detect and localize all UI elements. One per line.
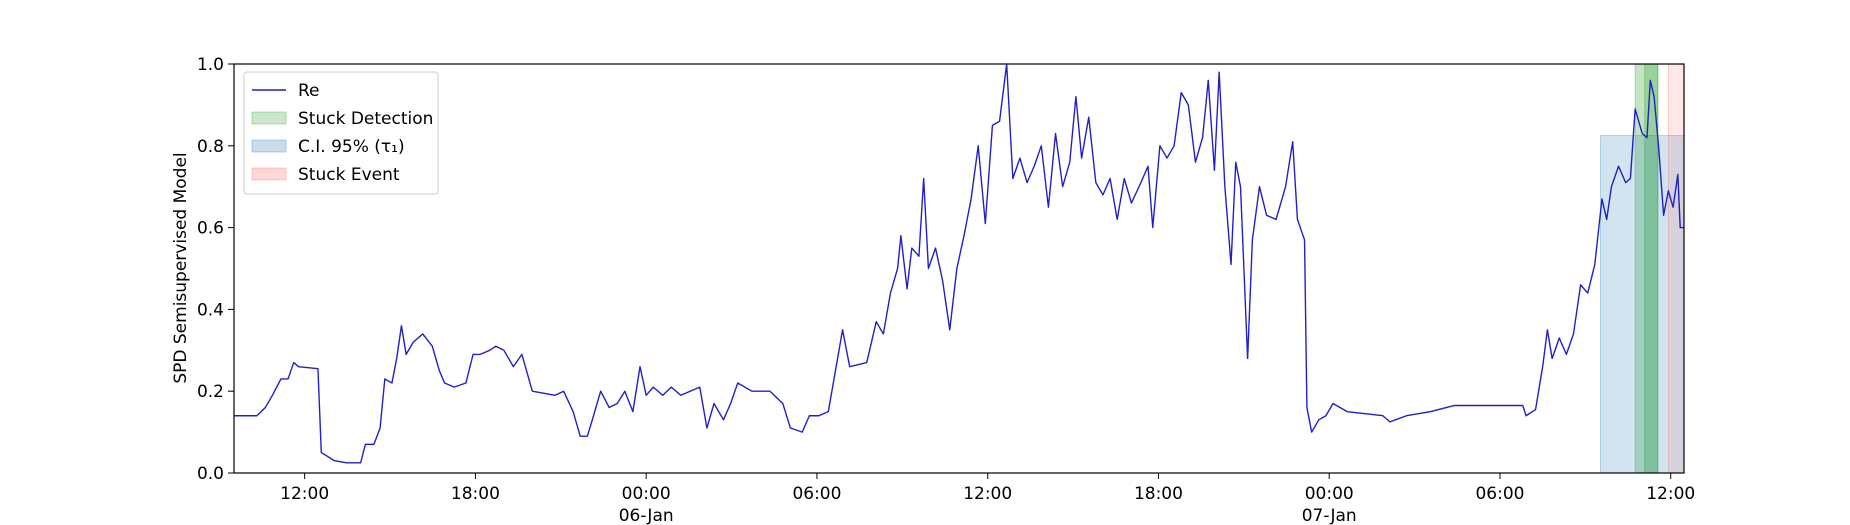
- y-tick-label: 0.4: [197, 300, 224, 320]
- y-tick-label: 1.0: [197, 55, 224, 75]
- legend-label: Re: [298, 81, 320, 101]
- y-axis-label: SPD Semisupervised Model: [171, 152, 191, 383]
- legend-label: C.I. 95% (τ₁): [298, 137, 405, 157]
- y-tick-label: 0.6: [197, 219, 224, 239]
- legend-patch: [251, 167, 287, 181]
- legend-box: [243, 71, 439, 195]
- legend-label: Stuck Detection: [298, 109, 433, 129]
- x-tick-label: 12:00: [280, 484, 329, 504]
- legend-label: Stuck Event: [298, 165, 400, 185]
- x-tick-label: 06:00: [1475, 484, 1524, 504]
- x-tick-label: 18:00: [1134, 484, 1183, 504]
- x-tick-label: 12:00: [1646, 484, 1695, 504]
- legend-patch: [251, 111, 287, 125]
- legend-patch: [251, 139, 287, 153]
- band: [1667, 63, 1685, 474]
- x-tick-label: 18:00: [451, 484, 500, 504]
- x-tick-label: 06:00: [792, 484, 841, 504]
- x-tick-label: 00:00 07-Jan: [1302, 484, 1357, 525]
- y-tick-label: 0.0: [197, 464, 224, 484]
- x-tick-label: 12:00: [963, 484, 1012, 504]
- y-tick-label: 0.2: [197, 382, 224, 402]
- y-tick-label: 0.8: [197, 137, 224, 157]
- line: [234, 63, 1684, 464]
- plot-frame: [233, 63, 1685, 474]
